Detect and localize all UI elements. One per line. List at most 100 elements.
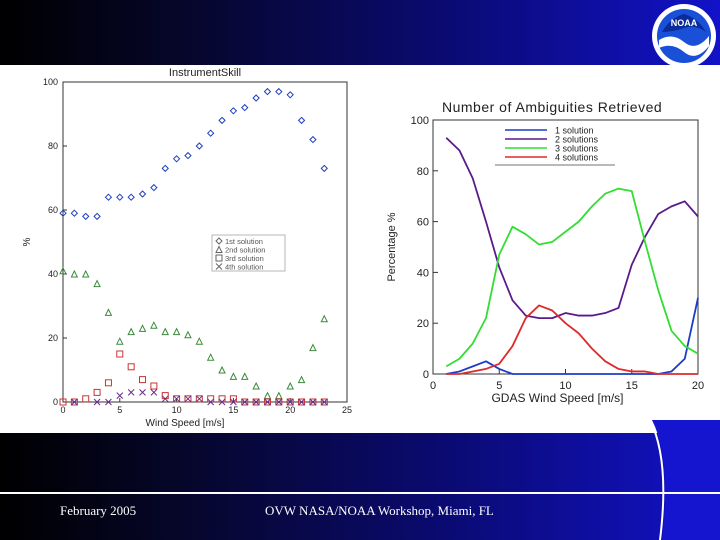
x-tick-label: 20 bbox=[285, 405, 295, 415]
series-3 bbox=[59, 350, 328, 406]
data-point bbox=[309, 398, 317, 406]
data-point bbox=[127, 363, 135, 371]
data-point bbox=[241, 103, 249, 112]
data-point bbox=[298, 398, 305, 406]
y-tick-label: 60 bbox=[48, 205, 58, 215]
y-tick-label: 40 bbox=[417, 267, 429, 279]
y-tick-label: 100 bbox=[43, 77, 58, 87]
data-point bbox=[81, 269, 90, 278]
x-tick-label: 0 bbox=[430, 380, 436, 392]
data-point bbox=[139, 376, 147, 384]
x-tick-label: 10 bbox=[559, 380, 571, 392]
data-point bbox=[275, 87, 283, 96]
data-point bbox=[195, 395, 203, 403]
data-point bbox=[297, 116, 306, 125]
data-point bbox=[70, 269, 79, 278]
y-tick-label: 20 bbox=[417, 318, 429, 330]
x-tick-label: 15 bbox=[626, 380, 638, 392]
data-point bbox=[82, 395, 90, 403]
decorative-curve bbox=[649, 420, 720, 540]
data-point bbox=[127, 193, 135, 201]
instrument-skill-chart: InstrumentSkill 0 5 10 15 20 25 0 20 40 60 80 100 Win… bbox=[22, 67, 352, 429]
data-point bbox=[104, 193, 113, 201]
data-point bbox=[173, 395, 180, 403]
data-point bbox=[309, 343, 317, 352]
data-point bbox=[150, 321, 158, 329]
data-point bbox=[252, 398, 260, 406]
data-point bbox=[59, 209, 67, 217]
x-tick-label: 10 bbox=[172, 405, 182, 415]
data-point bbox=[161, 327, 170, 336]
legend-label: 1st solution bbox=[225, 237, 263, 246]
data-point bbox=[59, 398, 67, 406]
data-point bbox=[218, 365, 226, 374]
data-point bbox=[252, 94, 260, 102]
series-line-1 bbox=[446, 297, 699, 375]
data-point bbox=[275, 398, 283, 406]
data-point bbox=[150, 183, 158, 192]
data-point bbox=[275, 391, 283, 400]
legend-label: 2nd solution bbox=[225, 246, 265, 255]
data-point bbox=[161, 164, 169, 173]
data-point bbox=[150, 382, 158, 390]
legend-box bbox=[211, 234, 286, 272]
legend-label: 4th solution bbox=[225, 263, 263, 272]
data-point bbox=[195, 395, 203, 403]
data-point bbox=[286, 398, 294, 406]
data-point bbox=[195, 337, 204, 345]
data-point bbox=[127, 327, 135, 336]
logo-text: NOAA bbox=[671, 18, 698, 28]
legend-marker bbox=[215, 245, 223, 253]
data-point bbox=[116, 392, 124, 399]
data-point bbox=[263, 87, 272, 96]
data-point bbox=[127, 389, 135, 396]
data-point bbox=[241, 398, 249, 406]
y-tick-label: 60 bbox=[417, 217, 429, 229]
legend-label: 4 solutions bbox=[555, 153, 599, 163]
series-1 bbox=[59, 87, 328, 221]
data-point bbox=[161, 395, 169, 403]
data-point bbox=[172, 327, 181, 336]
data-point bbox=[206, 353, 215, 361]
data-point bbox=[138, 324, 147, 332]
data-point bbox=[138, 190, 147, 198]
data-point bbox=[116, 350, 124, 358]
data-point bbox=[320, 398, 328, 406]
data-point bbox=[297, 375, 306, 384]
data-point bbox=[218, 395, 226, 403]
x-tick-label: 5 bbox=[496, 380, 502, 392]
chart-title: Number of Ambiguities Retrieved bbox=[442, 99, 662, 115]
data-point bbox=[241, 398, 249, 406]
data-point bbox=[104, 379, 112, 387]
data-point bbox=[206, 129, 215, 137]
legend-marker bbox=[215, 263, 223, 270]
data-point bbox=[286, 381, 295, 390]
plot-frame bbox=[62, 81, 348, 403]
data-point bbox=[230, 398, 237, 406]
legend-marker bbox=[215, 254, 223, 262]
y-tick-label: 40 bbox=[48, 269, 58, 279]
y-axis-label: % bbox=[22, 237, 33, 246]
data-point bbox=[320, 164, 328, 173]
x-tick-label: 5 bbox=[117, 405, 122, 415]
x-tick-label: 20 bbox=[692, 380, 704, 392]
data-point bbox=[150, 389, 158, 396]
footer-event: OVW NASA/NOAA Workshop, Miami, FL bbox=[265, 503, 494, 518]
data-point bbox=[286, 91, 294, 99]
y-tick-label: 20 bbox=[48, 333, 58, 343]
series-2 bbox=[59, 266, 329, 400]
data-point bbox=[286, 398, 294, 406]
y-tick-label: 80 bbox=[417, 166, 429, 178]
y-axis-label: Percentage % bbox=[386, 212, 398, 281]
series-line-2 bbox=[445, 137, 699, 320]
data-point bbox=[263, 391, 272, 400]
data-point bbox=[71, 398, 78, 406]
data-point bbox=[172, 155, 181, 163]
data-point bbox=[82, 212, 90, 221]
data-point bbox=[263, 398, 271, 406]
data-point bbox=[298, 398, 306, 406]
data-point bbox=[139, 389, 146, 396]
data-point bbox=[105, 398, 112, 406]
data-point bbox=[173, 395, 181, 403]
y-tick-label: 0 bbox=[423, 369, 429, 381]
